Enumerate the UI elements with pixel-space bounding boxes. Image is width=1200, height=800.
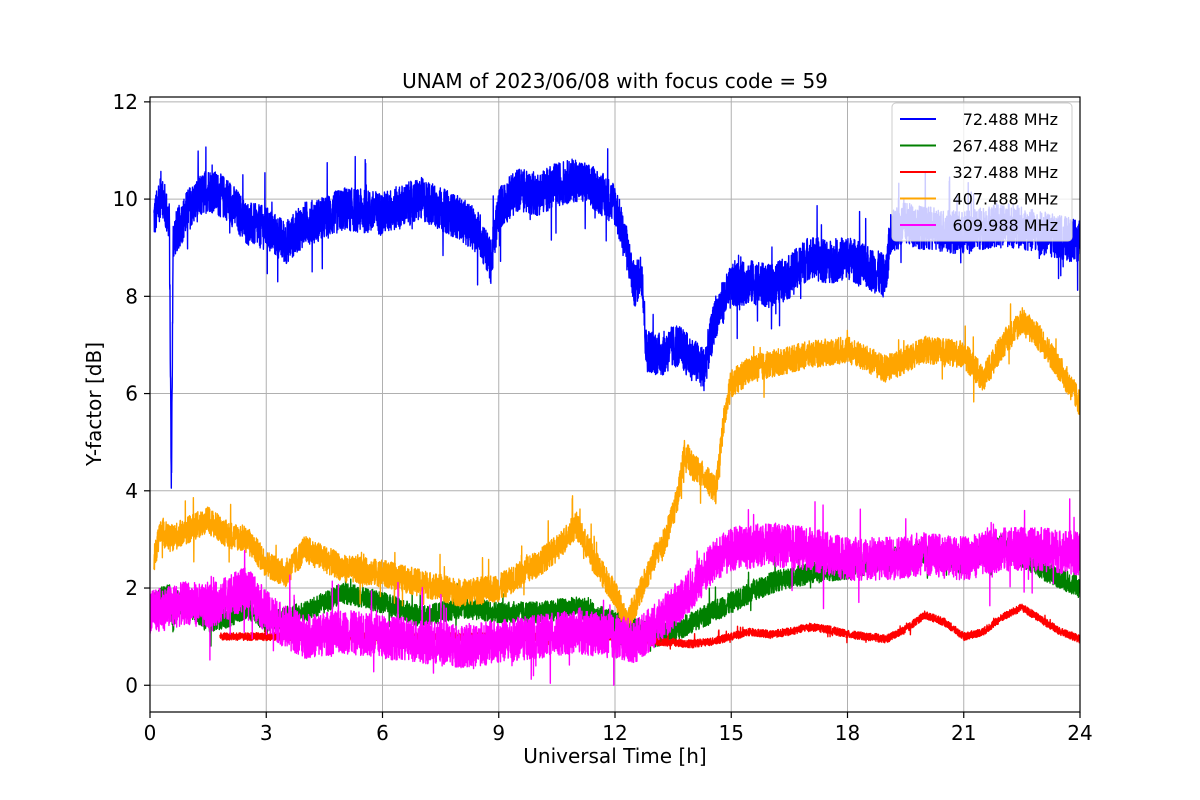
y-tick-label: 10 xyxy=(113,187,138,211)
series-line-3 xyxy=(153,303,1080,634)
legend-label: 407.488 MHz xyxy=(953,190,1058,209)
legend-box xyxy=(891,102,1073,242)
y-tick-label: 12 xyxy=(113,90,138,114)
x-axis-label: Universal Time [h] xyxy=(523,744,706,768)
x-tick-label: 6 xyxy=(376,721,389,745)
legend-label: 267.488 MHz xyxy=(953,137,1058,156)
legend-label: 609.988 MHz xyxy=(953,216,1058,235)
chart-title: UNAM of 2023/06/08 with focus code = 59 xyxy=(402,69,828,93)
grid-lines xyxy=(149,97,1081,712)
y-tick-label: 4 xyxy=(125,479,138,503)
y-tick-label: 6 xyxy=(125,382,138,406)
x-tick-label: 3 xyxy=(260,721,273,745)
x-tick-label: 15 xyxy=(719,721,744,745)
y-tick-label: 2 xyxy=(125,576,138,600)
x-tick-label: 9 xyxy=(492,721,505,745)
legend: 72.488 MHz 267.488 MHz 327.488 MHz 407.488 … xyxy=(891,102,1073,242)
x-tick-label: 0 xyxy=(144,721,157,745)
y-tick-label: 0 xyxy=(125,673,138,697)
y-axis-label: Y-factor [dB] xyxy=(82,342,106,467)
x-tick-label: 18 xyxy=(835,721,860,745)
x-tick-label: 24 xyxy=(1067,721,1092,745)
x-tick-label: 12 xyxy=(602,721,627,745)
series-line-4 xyxy=(150,498,1080,686)
legend-label: 327.488 MHz xyxy=(953,163,1058,182)
y-tick-label: 8 xyxy=(125,284,138,308)
legend-label: 72.488 MHz xyxy=(963,110,1058,129)
x-tick-label: 21 xyxy=(951,721,976,745)
